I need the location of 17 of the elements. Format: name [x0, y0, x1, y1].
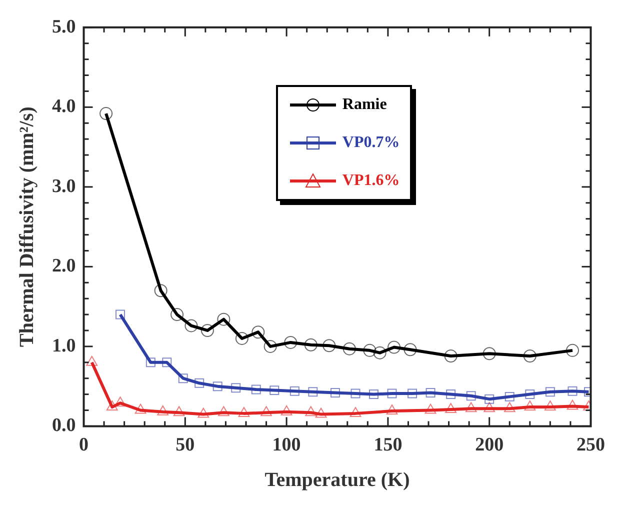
legend-label: Ramie — [342, 96, 387, 114]
y-tick-label: 0.0 — [52, 415, 76, 436]
x-tick-label: 50 — [176, 434, 195, 456]
x-tick-label: 100 — [272, 434, 301, 456]
y-tick-label: 2.0 — [52, 256, 76, 277]
x-tick-label: 250 — [576, 434, 605, 456]
x-tick-label: 200 — [475, 434, 504, 456]
x-tick-label: 0 — [79, 434, 88, 456]
y-tick-label: 4.0 — [52, 96, 76, 118]
y-tick-label: 1.0 — [52, 335, 76, 356]
legend-label: VP0.7% — [342, 134, 400, 152]
y-axis-title: Thermal Diffusivity (mm²/s) — [16, 106, 38, 348]
x-axis-title: Temperature (K) — [264, 469, 410, 492]
x-tick-label: 150 — [374, 434, 402, 456]
legend-label: VP1.6% — [342, 172, 400, 190]
y-tick-label: 3.0 — [52, 176, 76, 197]
y-tick-label: 5.0 — [52, 16, 76, 38]
